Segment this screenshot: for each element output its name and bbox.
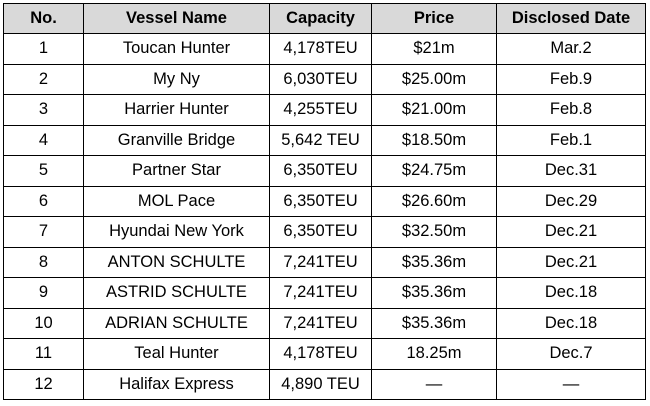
header-no: No.: [3, 3, 84, 34]
cell-price: $32.50m: [371, 216, 497, 248]
cell-no: 8: [3, 246, 84, 278]
cell-capacity: 4,178TEU: [269, 338, 372, 370]
cell-price: $21.00m: [371, 94, 497, 126]
cell-disclosed-date: Mar.2: [496, 33, 646, 65]
cell-no: 3: [3, 94, 84, 126]
cell-disclosed-date: Feb.9: [496, 63, 646, 95]
table-row: 2 My Ny 6,030TEU $25.00m Feb.9: [3, 63, 646, 95]
cell-no: 6: [3, 185, 84, 217]
cell-capacity: 5,642 TEU: [269, 124, 372, 156]
table-row: 12 Halifax Express 4,890 TEU — —: [3, 368, 646, 400]
cell-capacity: 6,350TEU: [269, 185, 372, 217]
table-header-row: No. Vessel Name Capacity Price Disclosed…: [3, 3, 646, 34]
cell-capacity: 6,350TEU: [269, 155, 372, 187]
cell-price: $26.60m: [371, 185, 497, 217]
table-row: 6 MOL Pace 6,350TEU $26.60m Dec.29: [3, 185, 646, 217]
cell-capacity: 4,255TEU: [269, 94, 372, 126]
cell-price: $35.36m: [371, 307, 497, 339]
table-row: 3 Harrier Hunter 4,255TEU $21.00m Feb.8: [3, 94, 646, 126]
cell-vessel-name: ADRIAN SCHULTE: [83, 307, 270, 339]
cell-vessel-name: MOL Pace: [83, 185, 270, 217]
cell-capacity: 7,241TEU: [269, 277, 372, 309]
cell-disclosed-date: Dec.29: [496, 185, 646, 217]
cell-vessel-name: Granville Bridge: [83, 124, 270, 156]
cell-disclosed-date: Dec.21: [496, 216, 646, 248]
header-price: Price: [371, 3, 497, 34]
header-vessel-name: Vessel Name: [83, 3, 270, 34]
cell-vessel-name: Toucan Hunter: [83, 33, 270, 65]
cell-price: $18.50m: [371, 124, 497, 156]
header-capacity: Capacity: [269, 3, 372, 34]
cell-capacity: 7,241TEU: [269, 307, 372, 339]
cell-capacity: 6,030TEU: [269, 63, 372, 95]
cell-disclosed-date: Dec.7: [496, 338, 646, 370]
cell-vessel-name: Partner Star: [83, 155, 270, 187]
table-row: 7 Hyundai New York 6,350TEU $32.50m Dec.…: [3, 216, 646, 248]
cell-price: $25.00m: [371, 63, 497, 95]
table-row: 4 Granville Bridge 5,642 TEU $18.50m Feb…: [3, 124, 646, 156]
cell-no: 12: [3, 368, 84, 400]
cell-capacity: 6,350TEU: [269, 216, 372, 248]
table-row: 5 Partner Star 6,350TEU $24.75m Dec.31: [3, 155, 646, 187]
cell-vessel-name: My Ny: [83, 63, 270, 95]
cell-capacity: 4,178TEU: [269, 33, 372, 65]
cell-price: —: [371, 368, 497, 400]
cell-vessel-name: Hyundai New York: [83, 216, 270, 248]
cell-vessel-name: Halifax Express: [83, 368, 270, 400]
cell-no: 5: [3, 155, 84, 187]
cell-vessel-name: Teal Hunter: [83, 338, 270, 370]
cell-price: $21m: [371, 33, 497, 65]
cell-no: 7: [3, 216, 84, 248]
cell-vessel-name: Harrier Hunter: [83, 94, 270, 126]
table-row: 8 ANTON SCHULTE 7,241TEU $35.36m Dec.21: [3, 246, 646, 278]
table-row: 1 Toucan Hunter 4,178TEU $21m Mar.2: [3, 33, 646, 65]
cell-no: 11: [3, 338, 84, 370]
cell-no: 4: [3, 124, 84, 156]
header-disclosed-date: Disclosed Date: [496, 3, 646, 34]
cell-vessel-name: ANTON SCHULTE: [83, 246, 270, 278]
cell-capacity: 7,241TEU: [269, 246, 372, 278]
cell-disclosed-date: Feb.8: [496, 94, 646, 126]
cell-disclosed-date: Dec.21: [496, 246, 646, 278]
table-row: 9 ASTRID SCHULTE 7,241TEU $35.36m Dec.18: [3, 277, 646, 309]
cell-price: 18.25m: [371, 338, 497, 370]
cell-price: $35.36m: [371, 277, 497, 309]
table-row: 10 ADRIAN SCHULTE 7,241TEU $35.36m Dec.1…: [3, 307, 646, 339]
cell-no: 10: [3, 307, 84, 339]
cell-disclosed-date: Dec.31: [496, 155, 646, 187]
cell-vessel-name: ASTRID SCHULTE: [83, 277, 270, 309]
vessel-sales-table: No. Vessel Name Capacity Price Disclosed…: [3, 3, 646, 400]
table-row: 11 Teal Hunter 4,178TEU 18.25m Dec.7: [3, 338, 646, 370]
vessel-table-container: No. Vessel Name Capacity Price Disclosed…: [3, 3, 646, 400]
cell-disclosed-date: —: [496, 368, 646, 400]
cell-disclosed-date: Dec.18: [496, 277, 646, 309]
cell-disclosed-date: Feb.1: [496, 124, 646, 156]
cell-disclosed-date: Dec.18: [496, 307, 646, 339]
cell-price: $24.75m: [371, 155, 497, 187]
cell-no: 2: [3, 63, 84, 95]
cell-capacity: 4,890 TEU: [269, 368, 372, 400]
cell-no: 9: [3, 277, 84, 309]
cell-no: 1: [3, 33, 84, 65]
cell-price: $35.36m: [371, 246, 497, 278]
